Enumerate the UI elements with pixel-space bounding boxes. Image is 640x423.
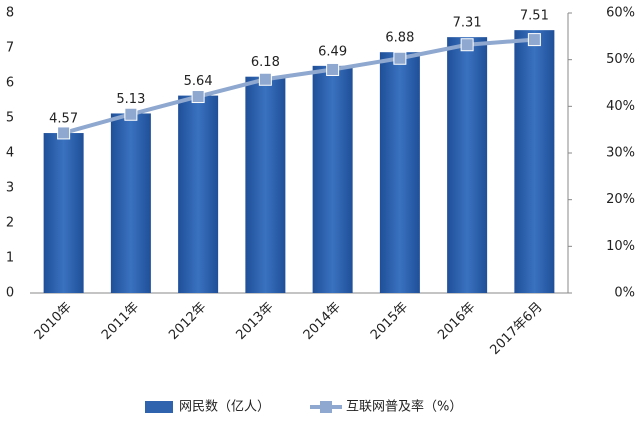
- y-tick-label: 7: [6, 41, 14, 56]
- value-label: 5.64: [184, 74, 213, 89]
- value-label: 5.13: [116, 92, 145, 107]
- bar: [312, 65, 353, 293]
- line-marker: [124, 107, 138, 121]
- value-label: 6.18: [251, 55, 280, 70]
- x-tick-label: 2012年: [166, 300, 209, 343]
- line: [63, 37, 535, 135]
- bar: [447, 37, 488, 294]
- line-marker: [191, 90, 205, 104]
- y2-tick-label: 60%: [606, 6, 635, 21]
- y2-tick-label: 50%: [606, 52, 635, 67]
- x-tick-label: 2010年: [32, 300, 75, 343]
- y2-tick-label: 10%: [606, 239, 635, 254]
- bar: [379, 52, 420, 294]
- line-marker: [393, 51, 407, 65]
- bar: [514, 30, 555, 294]
- line-marker: [258, 72, 272, 86]
- y2-tick-label: 30%: [606, 146, 635, 161]
- line-marker: [527, 33, 541, 47]
- value-label: 6.49: [318, 44, 347, 59]
- y-tick-label: 6: [6, 76, 14, 91]
- y2-tick-label: 40%: [606, 99, 635, 114]
- line-marker: [326, 62, 340, 76]
- x-tick-label: 2016年: [435, 300, 478, 343]
- x-tick-label: 2014年: [301, 300, 344, 343]
- x-tick-label: 2013年: [233, 300, 276, 343]
- y-tick-label: 5: [6, 111, 14, 126]
- y2-tick-label: 20%: [606, 192, 635, 207]
- y-tick-label: 3: [6, 181, 14, 196]
- y-tick-label: 2: [6, 216, 14, 231]
- y2-tick-label: 0%: [614, 286, 635, 301]
- x-tick-label: 2017年6月: [487, 300, 545, 358]
- legend-swatch: [145, 401, 173, 413]
- legend-label: 网民数（亿人）: [179, 400, 270, 415]
- value-label: 7.31: [453, 16, 482, 31]
- bar: [110, 113, 151, 293]
- y-tick-label: 1: [6, 251, 14, 266]
- legend-label: 互联网普及率（%）: [346, 399, 462, 415]
- value-label: 7.51: [520, 9, 549, 24]
- value-label: 6.88: [385, 31, 414, 46]
- bar: [178, 95, 219, 293]
- y-tick-label: 4: [6, 146, 14, 161]
- line-marker: [57, 126, 71, 140]
- value-label: 4.57: [49, 112, 78, 127]
- bar: [245, 76, 286, 293]
- y-tick-label: 8: [6, 6, 14, 21]
- y-tick-label: 0: [6, 286, 14, 301]
- x-tick-label: 2011年: [99, 300, 142, 343]
- legend-swatch: [320, 401, 332, 413]
- x-tick-label: 2015年: [368, 300, 411, 343]
- line-marker: [460, 38, 474, 52]
- bar: [43, 133, 84, 293]
